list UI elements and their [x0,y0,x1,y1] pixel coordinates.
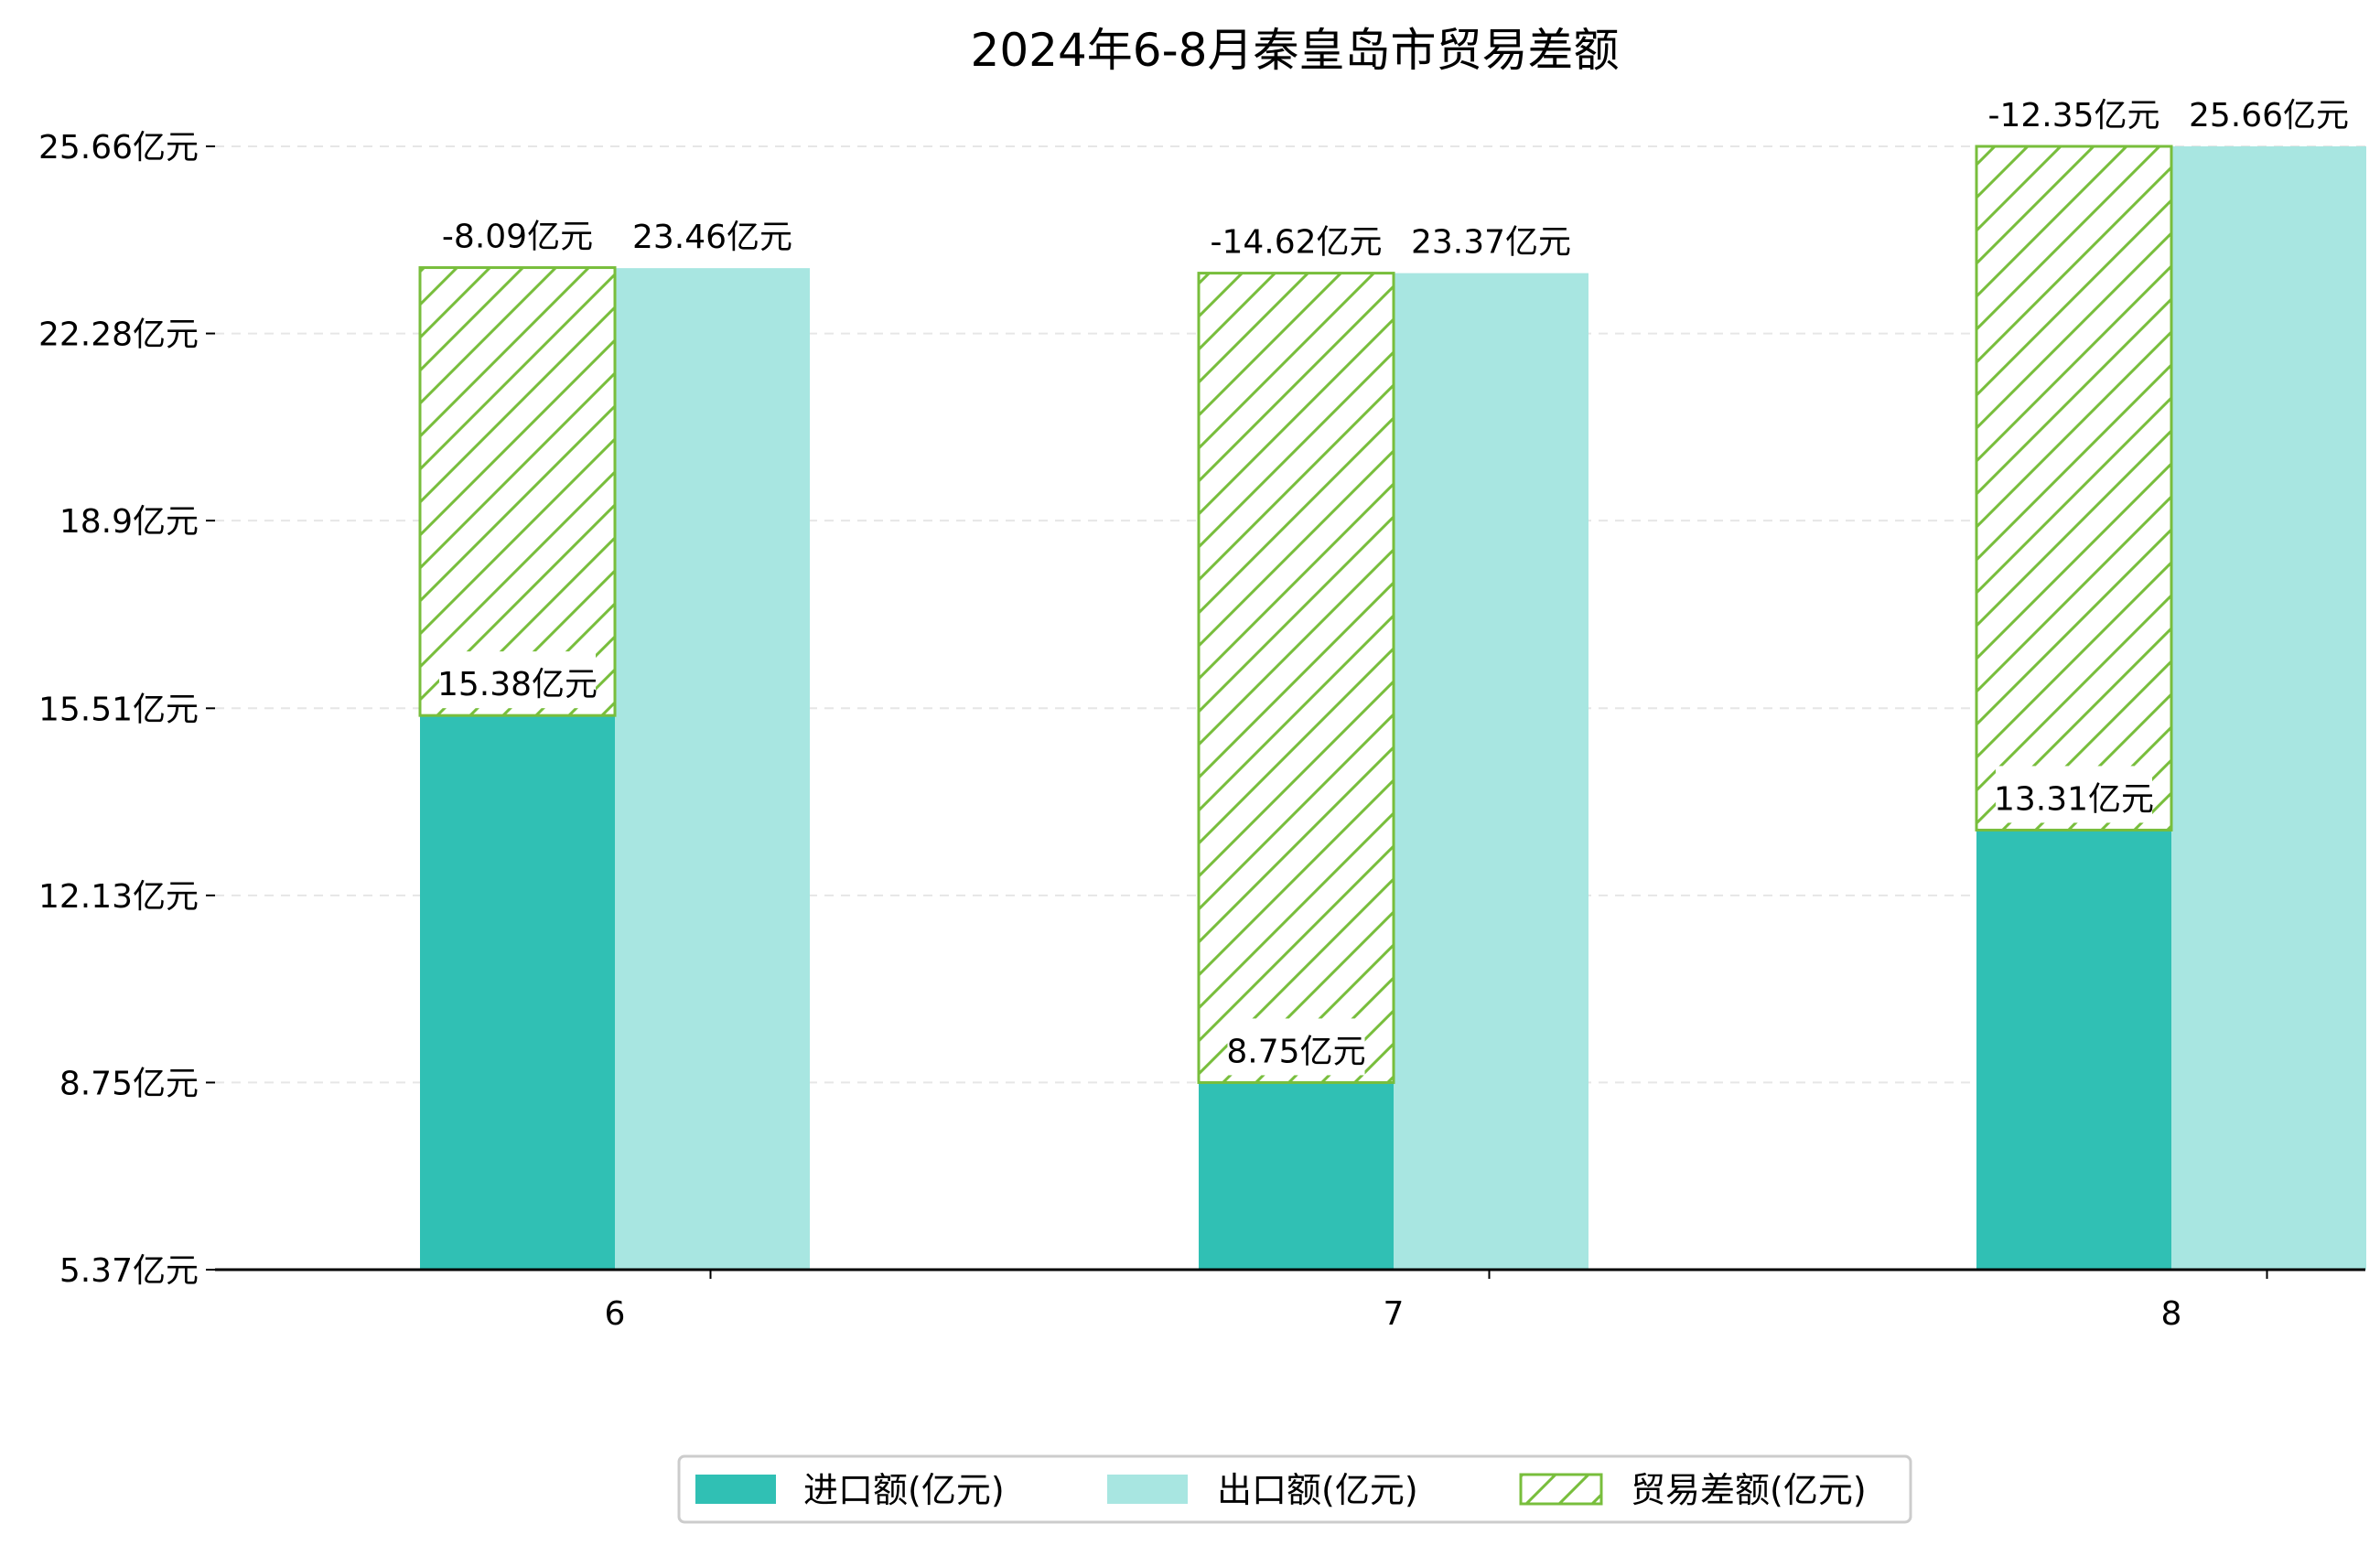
import-data-label: 8.75亿元 [1226,1018,1366,1076]
data-label-bg [1227,1018,1365,1076]
data-label-text: -8.09亿元 [442,219,593,256]
export-bar [615,268,810,1271]
data-label-text: 23.46亿元 [632,219,792,256]
export-data-label: 25.66亿元 [2189,82,2349,139]
data-label-bg [439,203,596,261]
data-label-text: 15.38亿元 [437,666,598,703]
data-label-bg [1413,209,1569,266]
export-data-label: 23.37亿元 [1411,209,1571,266]
chart-title: 2024年6-8月秦皇岛市贸易差额 [971,24,1620,77]
data-label-bg [1986,82,2162,139]
data-label-bg [2191,82,2347,139]
balance-bar [418,266,617,717]
balance-bar [1197,272,1395,1084]
y-tick-label: 12.13亿元 [38,878,199,916]
import-data-label: 15.38亿元 [437,651,598,709]
export-data-label: 23.46亿元 [632,204,792,262]
data-label-bg [1208,209,1384,266]
import-bar [1199,1082,1394,1270]
data-label-text: -12.35亿元 [1987,97,2159,134]
import-bar [420,715,615,1270]
axis-layer: 5.37亿元 8.75亿元 12.13亿元 15.51亿元 18.9亿元 22.28亿元 2… [38,129,2365,1333]
balance-data-label: -12.35亿元 [1986,82,2162,139]
legend-label: 贸易差额(亿元) [1631,1470,1867,1510]
import-data-label: 13.31亿元 [1994,766,2154,823]
labels-layer: 15.38亿元 23.46亿元 -8.09亿元 8.75亿元 23.37亿元 -14.62… [437,82,2349,1076]
data-label-bg [1996,766,2152,823]
data-label-text: 13.31亿元 [1994,780,2154,818]
y-tick-label: 18.9亿元 [59,503,199,541]
import-bar [1976,830,2171,1270]
x-tick-label: 8 [2161,1295,2182,1333]
data-label-bg [634,204,791,262]
data-label-text: 23.37亿元 [1411,224,1571,262]
legend: 进口额(亿元) 出口额(亿元) 贸易差额(亿元) [677,1454,1912,1524]
x-tick-label: 6 [605,1295,626,1333]
balance-bar [1975,145,2173,832]
export-bar [1394,273,1588,1271]
x-tick-label: 7 [1384,1295,1405,1333]
y-tick-label: 8.75亿元 [59,1065,199,1102]
data-label-bg [439,651,596,709]
y-tick-label: 25.66亿元 [38,129,199,166]
legend-swatch [695,1475,776,1504]
bars-layer [418,145,2366,1271]
data-label-text: 25.66亿元 [2189,97,2349,134]
y-tick-label: 5.37亿元 [59,1252,199,1290]
balance-data-label: -8.09亿元 [439,203,596,261]
legend-box [677,1454,1912,1524]
legend-swatch [1107,1475,1188,1504]
data-label-text: -14.62亿元 [1210,224,1382,262]
balance-data-label: -14.62亿元 [1208,209,1384,266]
legend-label: 出口额(亿元) [1217,1470,1418,1510]
legend-label: 进口额(亿元) [803,1470,1005,1510]
y-tick-label: 15.51亿元 [38,691,199,728]
legend-swatch [1519,1473,1603,1506]
export-bar [2171,146,2366,1270]
y-tick-label: 22.28亿元 [38,317,199,354]
data-label-text: 8.75亿元 [1226,1033,1365,1070]
